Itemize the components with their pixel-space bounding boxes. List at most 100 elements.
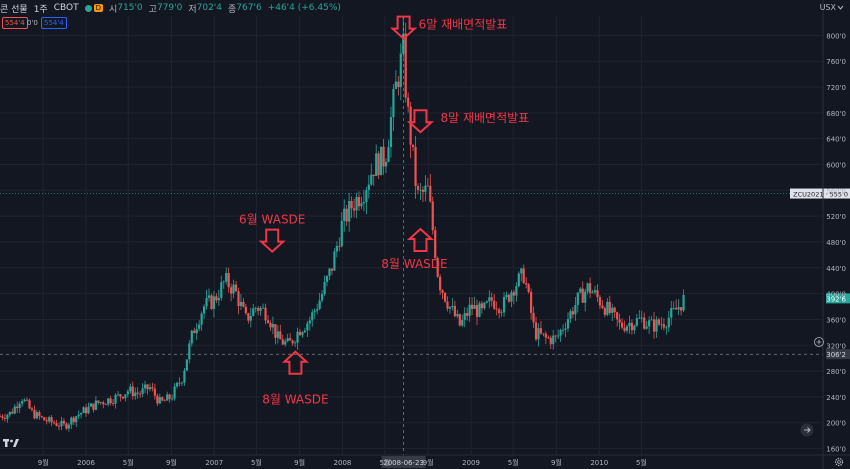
candle-body — [82, 407, 85, 414]
candle-body — [296, 331, 299, 343]
candle-body — [151, 387, 154, 389]
x-tick-label: 5월 — [508, 458, 519, 467]
candle-body — [429, 185, 432, 202]
candle-body — [392, 88, 395, 118]
y-tick-label: 480'0 — [826, 239, 846, 247]
candle-body — [121, 396, 125, 399]
candle-body — [675, 307, 678, 310]
candle-body — [387, 147, 390, 162]
x-tick-label: 5월 — [251, 458, 262, 467]
candle-body — [384, 161, 388, 167]
candle-body — [394, 81, 397, 89]
candle-body — [129, 386, 132, 392]
candle-body — [131, 386, 134, 397]
candle-body — [421, 189, 425, 192]
candle-body — [18, 403, 21, 409]
arrow-right-icon[interactable] — [800, 423, 814, 437]
annotation-label: 8말 재배면적발표 — [440, 111, 529, 125]
x-tick-label: 2009 — [462, 459, 480, 467]
y-tick-label: 440'0 — [826, 265, 846, 273]
candle-body — [667, 317, 670, 328]
crosshair-price-label: 306'2 — [826, 351, 846, 359]
candle-body — [33, 409, 36, 419]
candle-body — [507, 294, 511, 302]
candle-body — [230, 287, 233, 294]
candle-body — [210, 295, 213, 309]
candle-body — [286, 338, 289, 342]
legend-header: 콘 선물 1주 CBOT D 시 715'0 고 779'0 저 702'4 종 767… — [0, 0, 347, 16]
candle-body — [530, 291, 533, 313]
candle-body — [136, 392, 139, 394]
x-tick-label: 9월 — [551, 458, 562, 467]
candle-body — [414, 146, 417, 186]
candle-body — [606, 301, 609, 315]
y-tick-label: 160'0 — [826, 446, 846, 454]
y-tick-label: 360'0 — [826, 316, 846, 324]
plus-icon[interactable] — [814, 337, 824, 347]
candle-body — [463, 313, 466, 320]
candle-body — [311, 312, 314, 321]
candle-body — [215, 296, 218, 301]
annotation-label: 8월 WASDE — [381, 257, 447, 271]
candle-body — [259, 307, 262, 311]
candle-body — [633, 325, 636, 331]
candle-body — [279, 331, 282, 340]
candle-body — [35, 412, 38, 419]
candle-body — [564, 328, 567, 330]
candle-body — [657, 319, 661, 325]
ask-price[interactable]: 554'4 — [41, 17, 67, 29]
candle-body — [207, 295, 211, 298]
candle-body — [313, 310, 316, 313]
candle-body — [598, 297, 602, 306]
candle-body — [616, 312, 619, 320]
candle-body — [601, 305, 604, 309]
candle-body — [625, 326, 629, 331]
candle-body — [328, 268, 331, 277]
bid-price[interactable]: 554'4 — [2, 17, 28, 29]
candle-body — [382, 146, 385, 167]
candle-body — [148, 387, 152, 390]
y-tick-label: 280'0 — [826, 368, 846, 376]
candle-body — [274, 324, 277, 338]
candle-body — [48, 417, 51, 422]
candle-body — [593, 290, 597, 293]
candle-body — [559, 330, 562, 336]
candle-body — [43, 417, 46, 421]
candle-body — [40, 416, 43, 418]
candle-body — [25, 399, 29, 401]
candle-body — [254, 308, 257, 309]
candle-body — [662, 324, 665, 328]
candle-body — [537, 328, 540, 340]
gear-icon[interactable] — [834, 457, 844, 467]
x-tick-label: 9월 — [294, 458, 305, 467]
candle-body — [220, 282, 223, 299]
candle-body — [80, 413, 83, 415]
currency-selector[interactable]: USX — [820, 3, 844, 12]
candle-body — [505, 294, 508, 297]
candle-body — [298, 331, 302, 336]
candle-body — [3, 417, 7, 419]
x-tick-label: 9월 — [423, 458, 434, 467]
candle-body — [257, 308, 260, 311]
y-tick-label: 240'0 — [826, 394, 846, 402]
y-tick-label: 720'0 — [826, 84, 846, 92]
candle-body — [643, 317, 646, 329]
symbol-name[interactable]: 콘 선물 — [0, 4, 28, 15]
candle-body — [180, 382, 184, 384]
candle-body — [380, 146, 383, 176]
candle-body — [261, 307, 265, 309]
candle-body — [97, 400, 100, 403]
candle-body — [242, 301, 245, 307]
candle-body — [134, 392, 137, 397]
candle-body — [407, 97, 410, 107]
interval[interactable]: 1주 — [33, 4, 48, 15]
candle-body — [50, 417, 53, 423]
y-tick-label: 320'0 — [826, 342, 846, 350]
tradingview-logo[interactable] — [3, 438, 19, 448]
x-tick-label: 9월 — [166, 458, 177, 467]
delay-badge: D — [93, 4, 103, 12]
candle-body — [28, 400, 31, 409]
candle-body — [375, 153, 378, 177]
candle-body — [399, 53, 402, 88]
